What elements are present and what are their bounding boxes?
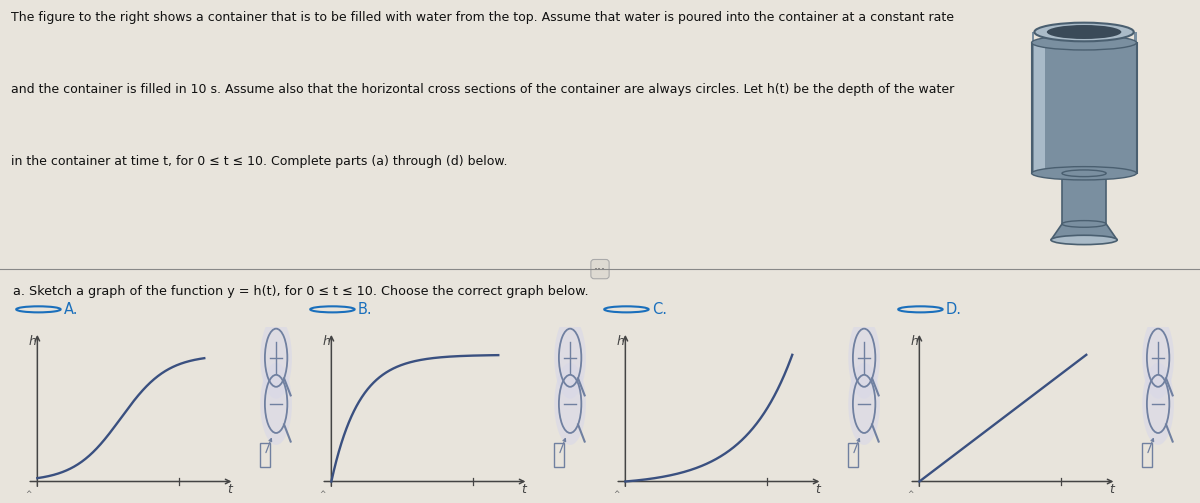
Ellipse shape (1046, 25, 1121, 39)
Text: ^: ^ (319, 490, 325, 498)
Polygon shape (1134, 32, 1136, 43)
Text: a. Sketch a graph of the function y = h(t), for 0 ≤ t ≤ 10. Choose the correct g: a. Sketch a graph of the function y = h(… (13, 286, 588, 298)
Polygon shape (1051, 224, 1117, 240)
Circle shape (554, 317, 586, 399)
Circle shape (554, 363, 586, 445)
Circle shape (260, 363, 292, 445)
Polygon shape (1032, 32, 1034, 43)
Circle shape (848, 317, 880, 399)
Text: C.: C. (652, 302, 667, 317)
Text: ^: ^ (25, 490, 31, 498)
Ellipse shape (1051, 235, 1117, 244)
Text: h: h (322, 334, 330, 348)
Text: in the container at time t, for 0 ≤ t ≤ 10. Complete parts (a) through (d) below: in the container at time t, for 0 ≤ t ≤ … (11, 154, 508, 167)
Text: h: h (616, 334, 624, 348)
Text: A.: A. (64, 302, 78, 317)
Text: t: t (1109, 483, 1114, 496)
Ellipse shape (1032, 166, 1136, 180)
Text: t: t (815, 483, 820, 496)
Text: t: t (227, 483, 232, 496)
Circle shape (848, 363, 880, 445)
Circle shape (1142, 363, 1174, 445)
Polygon shape (1034, 43, 1045, 173)
Text: h: h (28, 334, 36, 348)
Text: B.: B. (358, 302, 372, 317)
Polygon shape (1062, 173, 1106, 224)
Text: D.: D. (946, 302, 962, 317)
Text: and the container is filled in 10 s. Assume also that the horizontal cross secti: and the container is filled in 10 s. Ass… (11, 82, 954, 96)
Polygon shape (1032, 43, 1136, 173)
Ellipse shape (1032, 35, 1136, 50)
Text: The figure to the right shows a container that is to be filled with water from t: The figure to the right shows a containe… (11, 11, 954, 24)
Circle shape (260, 317, 292, 399)
Ellipse shape (1062, 221, 1106, 227)
Ellipse shape (1062, 170, 1106, 177)
Circle shape (1142, 317, 1174, 399)
Text: ···: ··· (594, 263, 606, 276)
Ellipse shape (1034, 23, 1134, 41)
Text: ^: ^ (613, 490, 619, 498)
Text: ^: ^ (907, 490, 913, 498)
Text: t: t (521, 483, 526, 496)
Text: h: h (910, 334, 918, 348)
